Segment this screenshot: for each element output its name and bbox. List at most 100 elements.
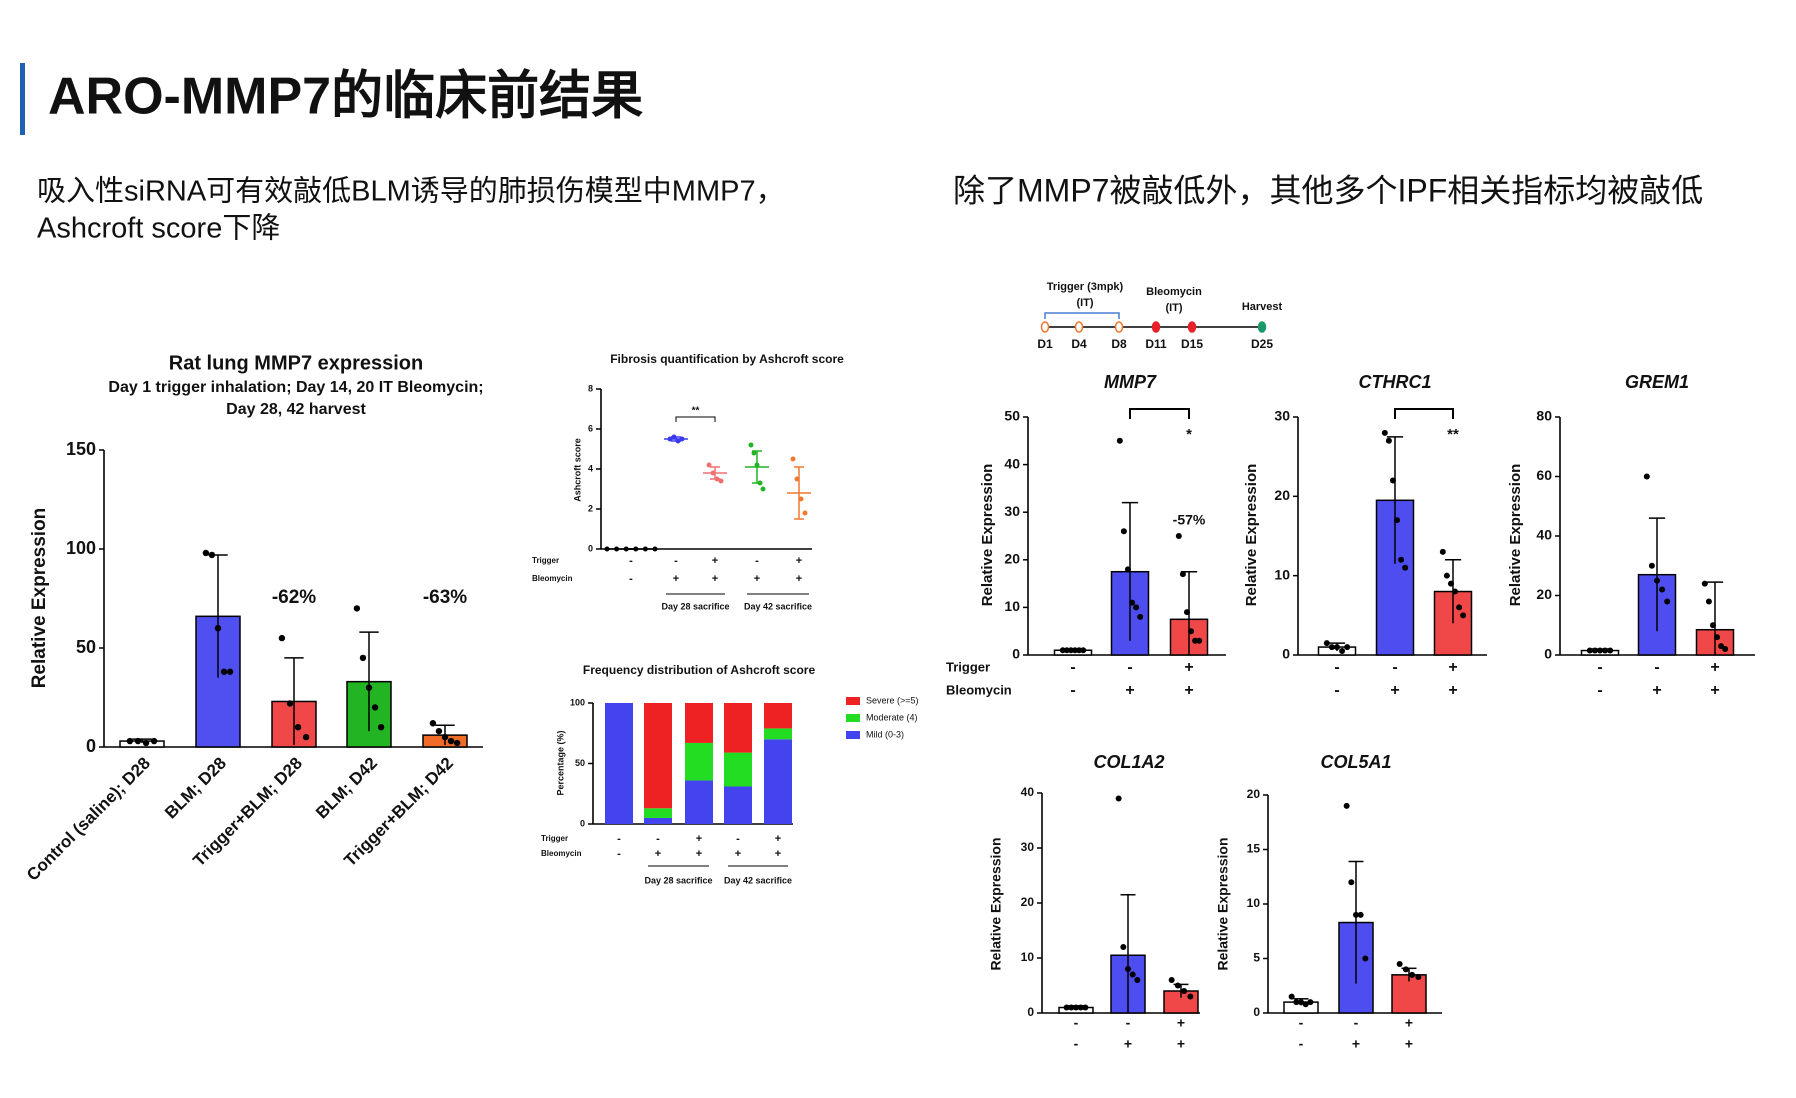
legend-label: Severe (>=5) — [866, 695, 919, 705]
y-axis-label: Relative Expression — [1215, 837, 1231, 970]
x-tick-label: BLM; D42 — [312, 754, 381, 823]
y-tick-label: 20 — [1274, 487, 1290, 503]
condition-sign: - — [736, 833, 740, 845]
group-label: Day 28 sacrifice — [661, 601, 729, 611]
bar-segment — [644, 703, 672, 809]
data-point — [1353, 911, 1359, 918]
data-point — [359, 654, 367, 662]
data-point — [1188, 628, 1195, 635]
data-point — [1402, 564, 1409, 571]
timeline-dot — [1114, 321, 1124, 333]
data-point — [1323, 640, 1330, 647]
title-accent — [20, 63, 25, 135]
data-point — [1439, 548, 1446, 555]
condition-sign: - — [656, 833, 660, 845]
y-tick-label: 0 — [588, 543, 593, 553]
condition-sign: + — [735, 848, 741, 860]
data-point — [1125, 966, 1131, 972]
data-point — [1063, 1004, 1070, 1011]
data-point — [1409, 971, 1416, 978]
data-point — [377, 724, 385, 731]
timeline-dot — [1187, 321, 1197, 333]
condition-sign: + — [696, 833, 702, 845]
condition-sign: + — [1184, 682, 1193, 699]
y-tick-label: 50 — [1004, 408, 1020, 424]
bar-segment — [644, 817, 672, 824]
data-point — [294, 724, 302, 731]
timeline-day: D25 — [1251, 337, 1273, 351]
data-point — [1116, 437, 1123, 444]
y-tick-label: 20 — [1247, 787, 1261, 801]
data-point — [435, 727, 443, 735]
data-point — [1447, 580, 1454, 587]
data-point — [1120, 528, 1127, 535]
bar-annotation: -57% — [1173, 512, 1206, 528]
data-point — [1597, 647, 1603, 654]
significance-label: ** — [1447, 426, 1459, 443]
data-point — [748, 442, 754, 448]
x-tick-label: Control (saline); D28 — [23, 754, 154, 885]
data-point — [1288, 993, 1295, 1000]
condition-sign: - — [1354, 1015, 1359, 1031]
bar-segment — [685, 780, 713, 824]
data-point — [1120, 944, 1127, 950]
condition-sign: + — [754, 573, 760, 585]
condition-sign: + — [1124, 1036, 1132, 1052]
significance-bracket — [1129, 408, 1190, 419]
data-point — [1607, 647, 1614, 654]
condition-sign: - — [1597, 659, 1602, 676]
condition-sign: + — [1448, 682, 1457, 699]
timeline-dot — [1074, 321, 1084, 333]
data-point — [1443, 572, 1450, 579]
y-tick-label: 8 — [588, 383, 593, 393]
y-axis-label: Relative Expression — [979, 464, 996, 607]
condition-sign: - — [1127, 659, 1132, 676]
slide-title: ARO-MMP7的临床前结果 — [48, 68, 643, 126]
condition-sign: - — [629, 555, 633, 567]
timeline-label: (IT) — [1076, 297, 1093, 309]
data-point — [1415, 974, 1422, 981]
data-point — [353, 605, 361, 612]
y-tick-label: 4 — [588, 463, 593, 473]
data-point — [150, 737, 158, 745]
condition-sign: + — [1405, 1036, 1413, 1052]
data-point — [1344, 644, 1351, 651]
condition-sign: - — [1392, 659, 1397, 676]
y-tick-label: 50 — [76, 637, 96, 657]
group-label: Day 28 sacrifice — [644, 875, 712, 885]
condition-sign: - — [1126, 1015, 1131, 1031]
data-point — [142, 739, 150, 747]
condition-sign: + — [1710, 682, 1719, 699]
y-tick-label: 20 — [1021, 895, 1035, 909]
y-tick-label: 60 — [1536, 467, 1552, 483]
condition-sign: + — [712, 555, 718, 567]
y-tick-label: 0 — [1027, 1005, 1034, 1019]
data-point — [365, 684, 373, 691]
condition-sign: + — [1177, 1036, 1185, 1052]
y-tick-label: 40 — [1004, 455, 1020, 471]
y-axis-label: Relative Expression — [1507, 464, 1524, 607]
data-point — [429, 720, 437, 727]
data-point — [1591, 647, 1598, 654]
bar-segment — [724, 703, 752, 753]
row-label: Bleomycin — [532, 574, 573, 583]
data-point — [1293, 999, 1300, 1006]
data-point — [1402, 966, 1409, 973]
condition-sign: + — [696, 848, 702, 860]
condition-sign: + — [775, 833, 781, 845]
data-point — [278, 634, 286, 642]
data-point — [1183, 609, 1190, 616]
condition-sign: + — [1405, 1015, 1413, 1031]
legend-label: Moderate (4) — [866, 712, 918, 722]
condition-sign: + — [1390, 682, 1399, 699]
bar-segment — [764, 728, 792, 740]
data-point — [441, 733, 449, 741]
data-point — [1168, 977, 1175, 983]
timeline-day: D11 — [1145, 337, 1167, 351]
y-tick-label: 0 — [1253, 1005, 1260, 1019]
group-label: Day 42 sacrifice — [724, 875, 792, 885]
y-tick-label: 10 — [1274, 566, 1290, 582]
data-point — [1302, 1001, 1309, 1008]
condition-sign: - — [755, 555, 759, 567]
group-label: Day 42 sacrifice — [744, 601, 812, 611]
